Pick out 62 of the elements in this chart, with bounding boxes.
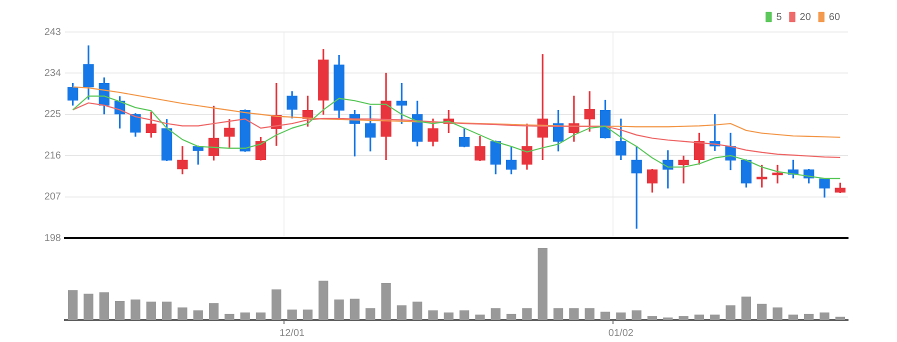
y-tick-label: 207	[44, 192, 62, 203]
y-tick-label: 216	[44, 150, 62, 162]
legend-label: 60	[828, 12, 840, 23]
bar	[412, 302, 422, 320]
bar	[584, 308, 594, 320]
bar	[287, 310, 297, 320]
bar	[396, 305, 407, 320]
bar	[224, 314, 234, 320]
bar	[114, 300, 125, 320]
bar	[820, 312, 830, 320]
bar	[381, 282, 391, 320]
y-tick-label: 225	[44, 109, 62, 120]
candlestick	[772, 164, 783, 184]
bar	[772, 307, 782, 320]
bar	[835, 316, 845, 320]
bar	[490, 308, 500, 320]
bar	[256, 312, 266, 320]
bar	[162, 302, 172, 320]
bar	[68, 290, 78, 320]
bar	[553, 308, 564, 320]
legend-label: 5	[776, 12, 782, 23]
bar	[757, 304, 767, 320]
candlestick	[678, 156, 689, 184]
y-tick-label: 234	[44, 68, 62, 79]
bar	[444, 312, 454, 320]
bar	[99, 292, 109, 320]
x-tick-label: 01/02	[608, 328, 634, 339]
bar	[460, 310, 470, 320]
bar	[678, 316, 688, 320]
bar	[240, 312, 250, 320]
bar	[741, 296, 752, 320]
bar	[569, 308, 579, 320]
bar	[694, 314, 704, 320]
bar	[506, 314, 516, 320]
bar	[366, 308, 376, 320]
bar	[647, 316, 658, 320]
bar	[804, 314, 814, 320]
bar	[726, 305, 736, 320]
bar	[600, 312, 610, 320]
y-tick-label: 243	[44, 26, 62, 38]
bar	[350, 298, 360, 320]
bar	[522, 308, 532, 320]
x-tick-label: 12/01	[280, 328, 306, 339]
bar	[475, 314, 485, 320]
bar	[272, 289, 282, 320]
bar	[428, 310, 438, 320]
bar	[193, 310, 203, 320]
bar	[632, 310, 642, 320]
bar	[616, 312, 626, 320]
bar	[146, 302, 156, 320]
bar	[130, 300, 140, 320]
y-tick-label: 198	[44, 232, 62, 244]
bar	[538, 248, 548, 320]
bar	[788, 314, 798, 320]
legend-label: 20	[800, 12, 812, 23]
bar	[84, 294, 94, 320]
bar	[178, 307, 188, 320]
bar	[302, 310, 313, 320]
bar	[208, 303, 219, 320]
bar	[710, 314, 720, 320]
bar	[334, 300, 344, 320]
bar	[318, 280, 328, 320]
